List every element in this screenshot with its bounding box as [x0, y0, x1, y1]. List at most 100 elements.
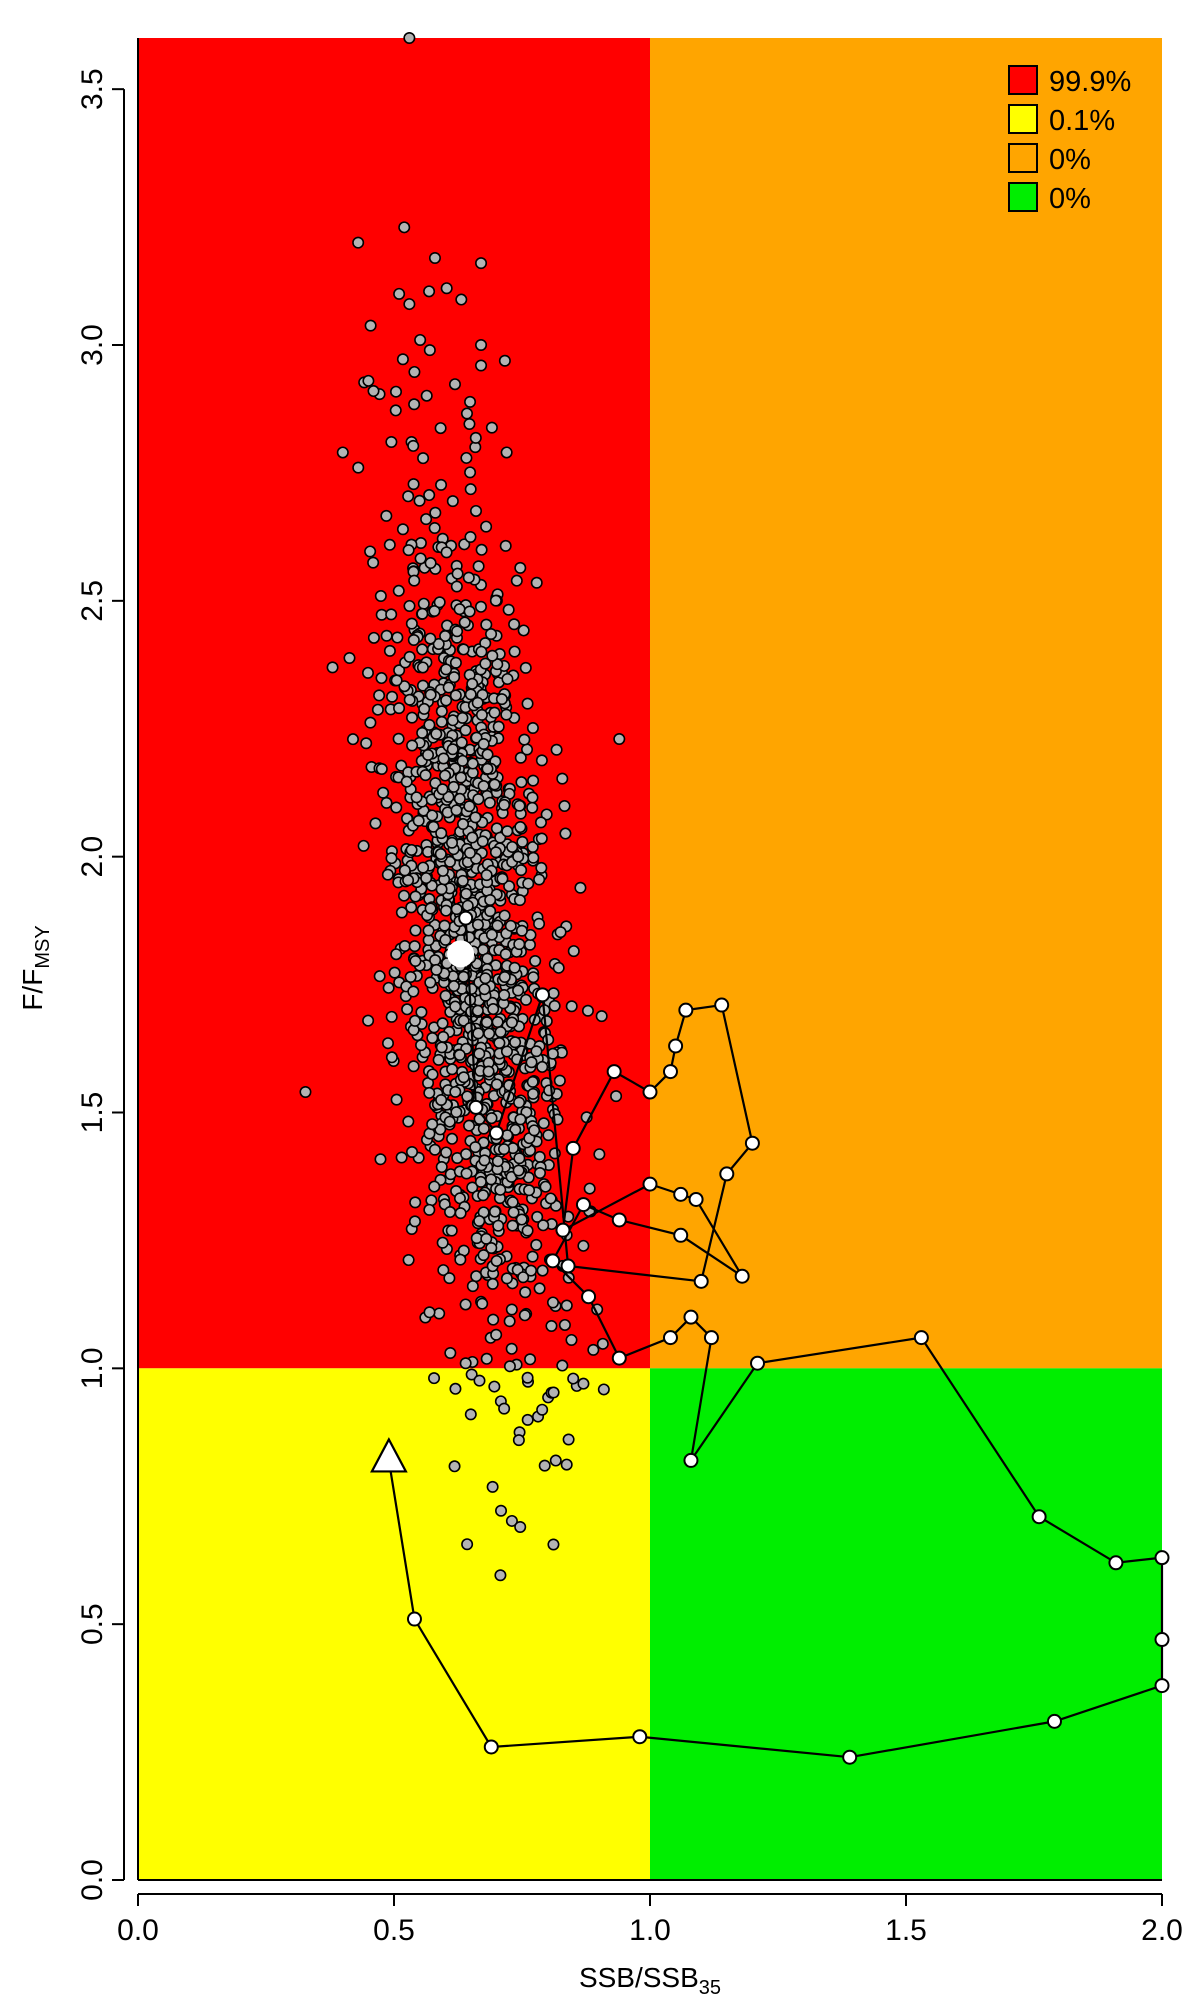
- cloud-point: [416, 679, 429, 692]
- cloud-point: [428, 522, 441, 535]
- cloud-point: [423, 344, 436, 357]
- cloud-point: [477, 1189, 490, 1202]
- cloud-point: [498, 909, 511, 922]
- trajectory-point: [458, 910, 474, 926]
- cloud-point: [474, 600, 487, 613]
- trajectory-point: [673, 1227, 689, 1243]
- cloud-point: [435, 827, 448, 840]
- quadrant-overfished-no-overfishing: [138, 1368, 650, 1880]
- cloud-point: [423, 1086, 436, 1099]
- cloud-point: [470, 1270, 483, 1283]
- cloud-point: [485, 628, 498, 641]
- cloud-point: [393, 287, 406, 300]
- cloud-point: [396, 353, 409, 366]
- cloud-point: [481, 952, 494, 965]
- cloud-point: [392, 732, 405, 745]
- trajectory-point: [1154, 1550, 1170, 1566]
- cloud-point: [488, 1380, 501, 1393]
- cloud-point: [369, 817, 382, 830]
- cloud-point: [446, 836, 459, 849]
- cloud-point: [406, 1145, 419, 1158]
- cloud-point: [528, 1124, 541, 1137]
- cloud-point: [390, 674, 403, 687]
- cloud-point: [451, 567, 464, 580]
- cloud-point: [581, 1004, 594, 1017]
- cloud-point: [437, 1030, 450, 1043]
- cloud-point: [514, 1113, 527, 1126]
- cloud-point: [439, 933, 452, 946]
- cloud-point: [475, 257, 488, 270]
- cloud-point: [484, 905, 497, 918]
- trajectory-point: [545, 1253, 561, 1269]
- cloud-point: [464, 688, 477, 701]
- cloud-point: [390, 801, 403, 814]
- cloud-point: [567, 945, 580, 958]
- cloud-point: [428, 1143, 441, 1156]
- cloud-point: [450, 1106, 463, 1119]
- cloud-point: [500, 1045, 513, 1058]
- cloud-point: [449, 1382, 462, 1395]
- cloud-point: [386, 690, 399, 703]
- cloud-point: [505, 1342, 518, 1355]
- cloud-point: [490, 1078, 503, 1091]
- cloud-point: [360, 737, 373, 750]
- cloud-point: [527, 851, 540, 864]
- cloud-point: [498, 354, 511, 367]
- cloud-point: [374, 590, 387, 603]
- cloud-point: [521, 743, 534, 756]
- cloud-point: [435, 715, 448, 728]
- cloud-point: [546, 1296, 559, 1309]
- cloud-point: [463, 846, 476, 859]
- y-tick-label: 3.5: [76, 68, 109, 110]
- cloud-point: [432, 637, 445, 650]
- cloud-point: [401, 1003, 414, 1016]
- cloud-point: [593, 1148, 606, 1161]
- cloud-point: [406, 711, 419, 724]
- cloud-point: [443, 1272, 456, 1285]
- cloud-point: [460, 407, 473, 420]
- cloud-point: [385, 436, 398, 449]
- cloud-point: [477, 737, 490, 750]
- cloud-point: [493, 1036, 506, 1049]
- cloud-point: [553, 1074, 566, 1087]
- cloud-point: [545, 1320, 558, 1333]
- cloud-point: [466, 1181, 479, 1194]
- cloud-point: [530, 1045, 543, 1058]
- cloud-point: [361, 666, 374, 679]
- cloud-point: [556, 772, 569, 785]
- cloud-point: [420, 872, 433, 885]
- cloud-point: [465, 1368, 478, 1381]
- cloud-point: [433, 596, 446, 609]
- cloud-point: [374, 1153, 387, 1166]
- cloud-point: [459, 1298, 472, 1311]
- cloud-point: [404, 970, 417, 983]
- trajectory-point: [581, 1289, 597, 1305]
- trajectory-point: [555, 1222, 571, 1238]
- cloud-point: [299, 1085, 312, 1098]
- cloud-point: [398, 221, 411, 234]
- trajectory-point: [488, 1125, 504, 1141]
- cloud-point: [565, 1000, 578, 1013]
- cloud-point: [446, 1132, 459, 1145]
- cloud-point: [521, 1224, 534, 1237]
- trajectory-point: [750, 1355, 766, 1371]
- cloud-point: [432, 1053, 445, 1066]
- trajectory-point: [1108, 1555, 1124, 1571]
- cloud-point: [494, 1183, 507, 1196]
- cloud-point: [408, 574, 421, 587]
- cloud-point: [524, 1353, 537, 1366]
- cloud-point: [487, 1313, 500, 1326]
- cloud-point: [424, 976, 437, 989]
- cloud-point: [515, 924, 528, 937]
- cloud-point: [472, 560, 485, 573]
- cloud-point: [500, 446, 513, 459]
- cloud-point: [577, 1239, 590, 1252]
- cloud-point: [412, 814, 425, 827]
- cloud-point: [444, 1346, 457, 1359]
- cloud-point: [498, 989, 511, 1002]
- cloud-point: [476, 1297, 489, 1310]
- cloud-point: [402, 1254, 415, 1267]
- cloud-point: [492, 1219, 505, 1232]
- cloud-point: [449, 689, 462, 702]
